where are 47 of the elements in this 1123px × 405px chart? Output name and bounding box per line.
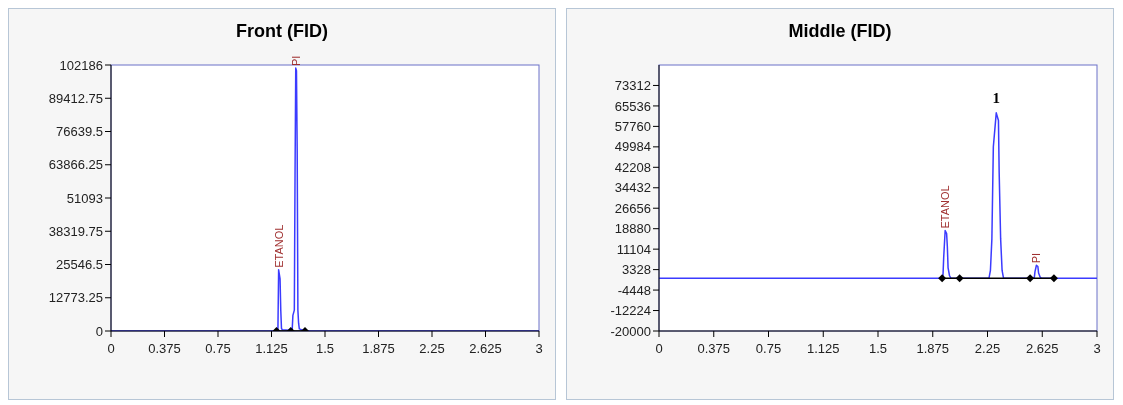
x-tick-label: 0.75 xyxy=(205,341,231,356)
x-tick-label: 3 xyxy=(535,341,543,356)
y-tick-label: 26656 xyxy=(614,200,651,216)
annotation: PI xyxy=(1030,252,1043,264)
x-tick-label: 0 xyxy=(107,341,115,356)
x-tick-label: 1.125 xyxy=(806,341,840,356)
y-tick-label: 65536 xyxy=(614,98,651,114)
x-tick-label: 1.875 xyxy=(916,341,950,356)
y-tick-label: 73312 xyxy=(614,78,651,94)
x-tick-label: 2.25 xyxy=(974,341,1001,356)
chart-title: Middle (FID) xyxy=(787,21,893,42)
x-tick-label: 3 xyxy=(1093,341,1101,356)
annotation: ETANOL xyxy=(272,224,285,268)
y-tick-label: 18880 xyxy=(614,221,651,237)
x-tick-label: 0.375 xyxy=(697,341,731,356)
x-tick-label: 2.625 xyxy=(1025,341,1059,356)
x-tick-label: 1.125 xyxy=(255,341,288,356)
y-tick-label: -12224 xyxy=(610,303,651,319)
y-tick-label: 3328 xyxy=(622,262,651,278)
x-tick-label: 0 xyxy=(655,341,663,356)
x-tick-label: 1.5 xyxy=(315,341,335,356)
y-tick-label: 25546.5 xyxy=(56,257,103,273)
y-tick-label: 38319.75 xyxy=(48,223,103,239)
annotation: 1 xyxy=(992,89,1001,106)
x-tick-label: 2.625 xyxy=(469,341,502,356)
y-tick-label: 57760 xyxy=(614,119,651,134)
y-tick-label: 12773.25 xyxy=(48,290,103,306)
chart-title: Front (FID) xyxy=(235,21,329,42)
y-tick-label: 11104 xyxy=(616,241,651,257)
y-tick-label: 102186 xyxy=(59,57,103,73)
y-tick-label: 89412.75 xyxy=(48,90,103,106)
y-tick-label: 51093 xyxy=(66,190,103,206)
y-tick-label: 34432 xyxy=(614,180,651,196)
x-tick-label: 0.75 xyxy=(755,341,782,356)
y-tick-label: -4448 xyxy=(617,282,651,298)
y-tick-label: 42208 xyxy=(614,159,651,175)
x-tick-label: 1.5 xyxy=(868,341,888,356)
y-tick-label: 63866.25 xyxy=(48,157,103,173)
x-tick-label: 0.375 xyxy=(148,341,181,356)
y-tick-label: -20000 xyxy=(610,323,651,339)
y-tick-label: 49984 xyxy=(614,139,651,155)
x-tick-label: 2.25 xyxy=(419,341,445,356)
y-tick-label: 0 xyxy=(95,323,103,339)
annotation: PI xyxy=(289,55,302,67)
x-tick-label: 1.875 xyxy=(362,341,395,356)
y-tick-label: 76639.5 xyxy=(56,124,103,140)
annotation: ETANOL xyxy=(939,185,952,229)
